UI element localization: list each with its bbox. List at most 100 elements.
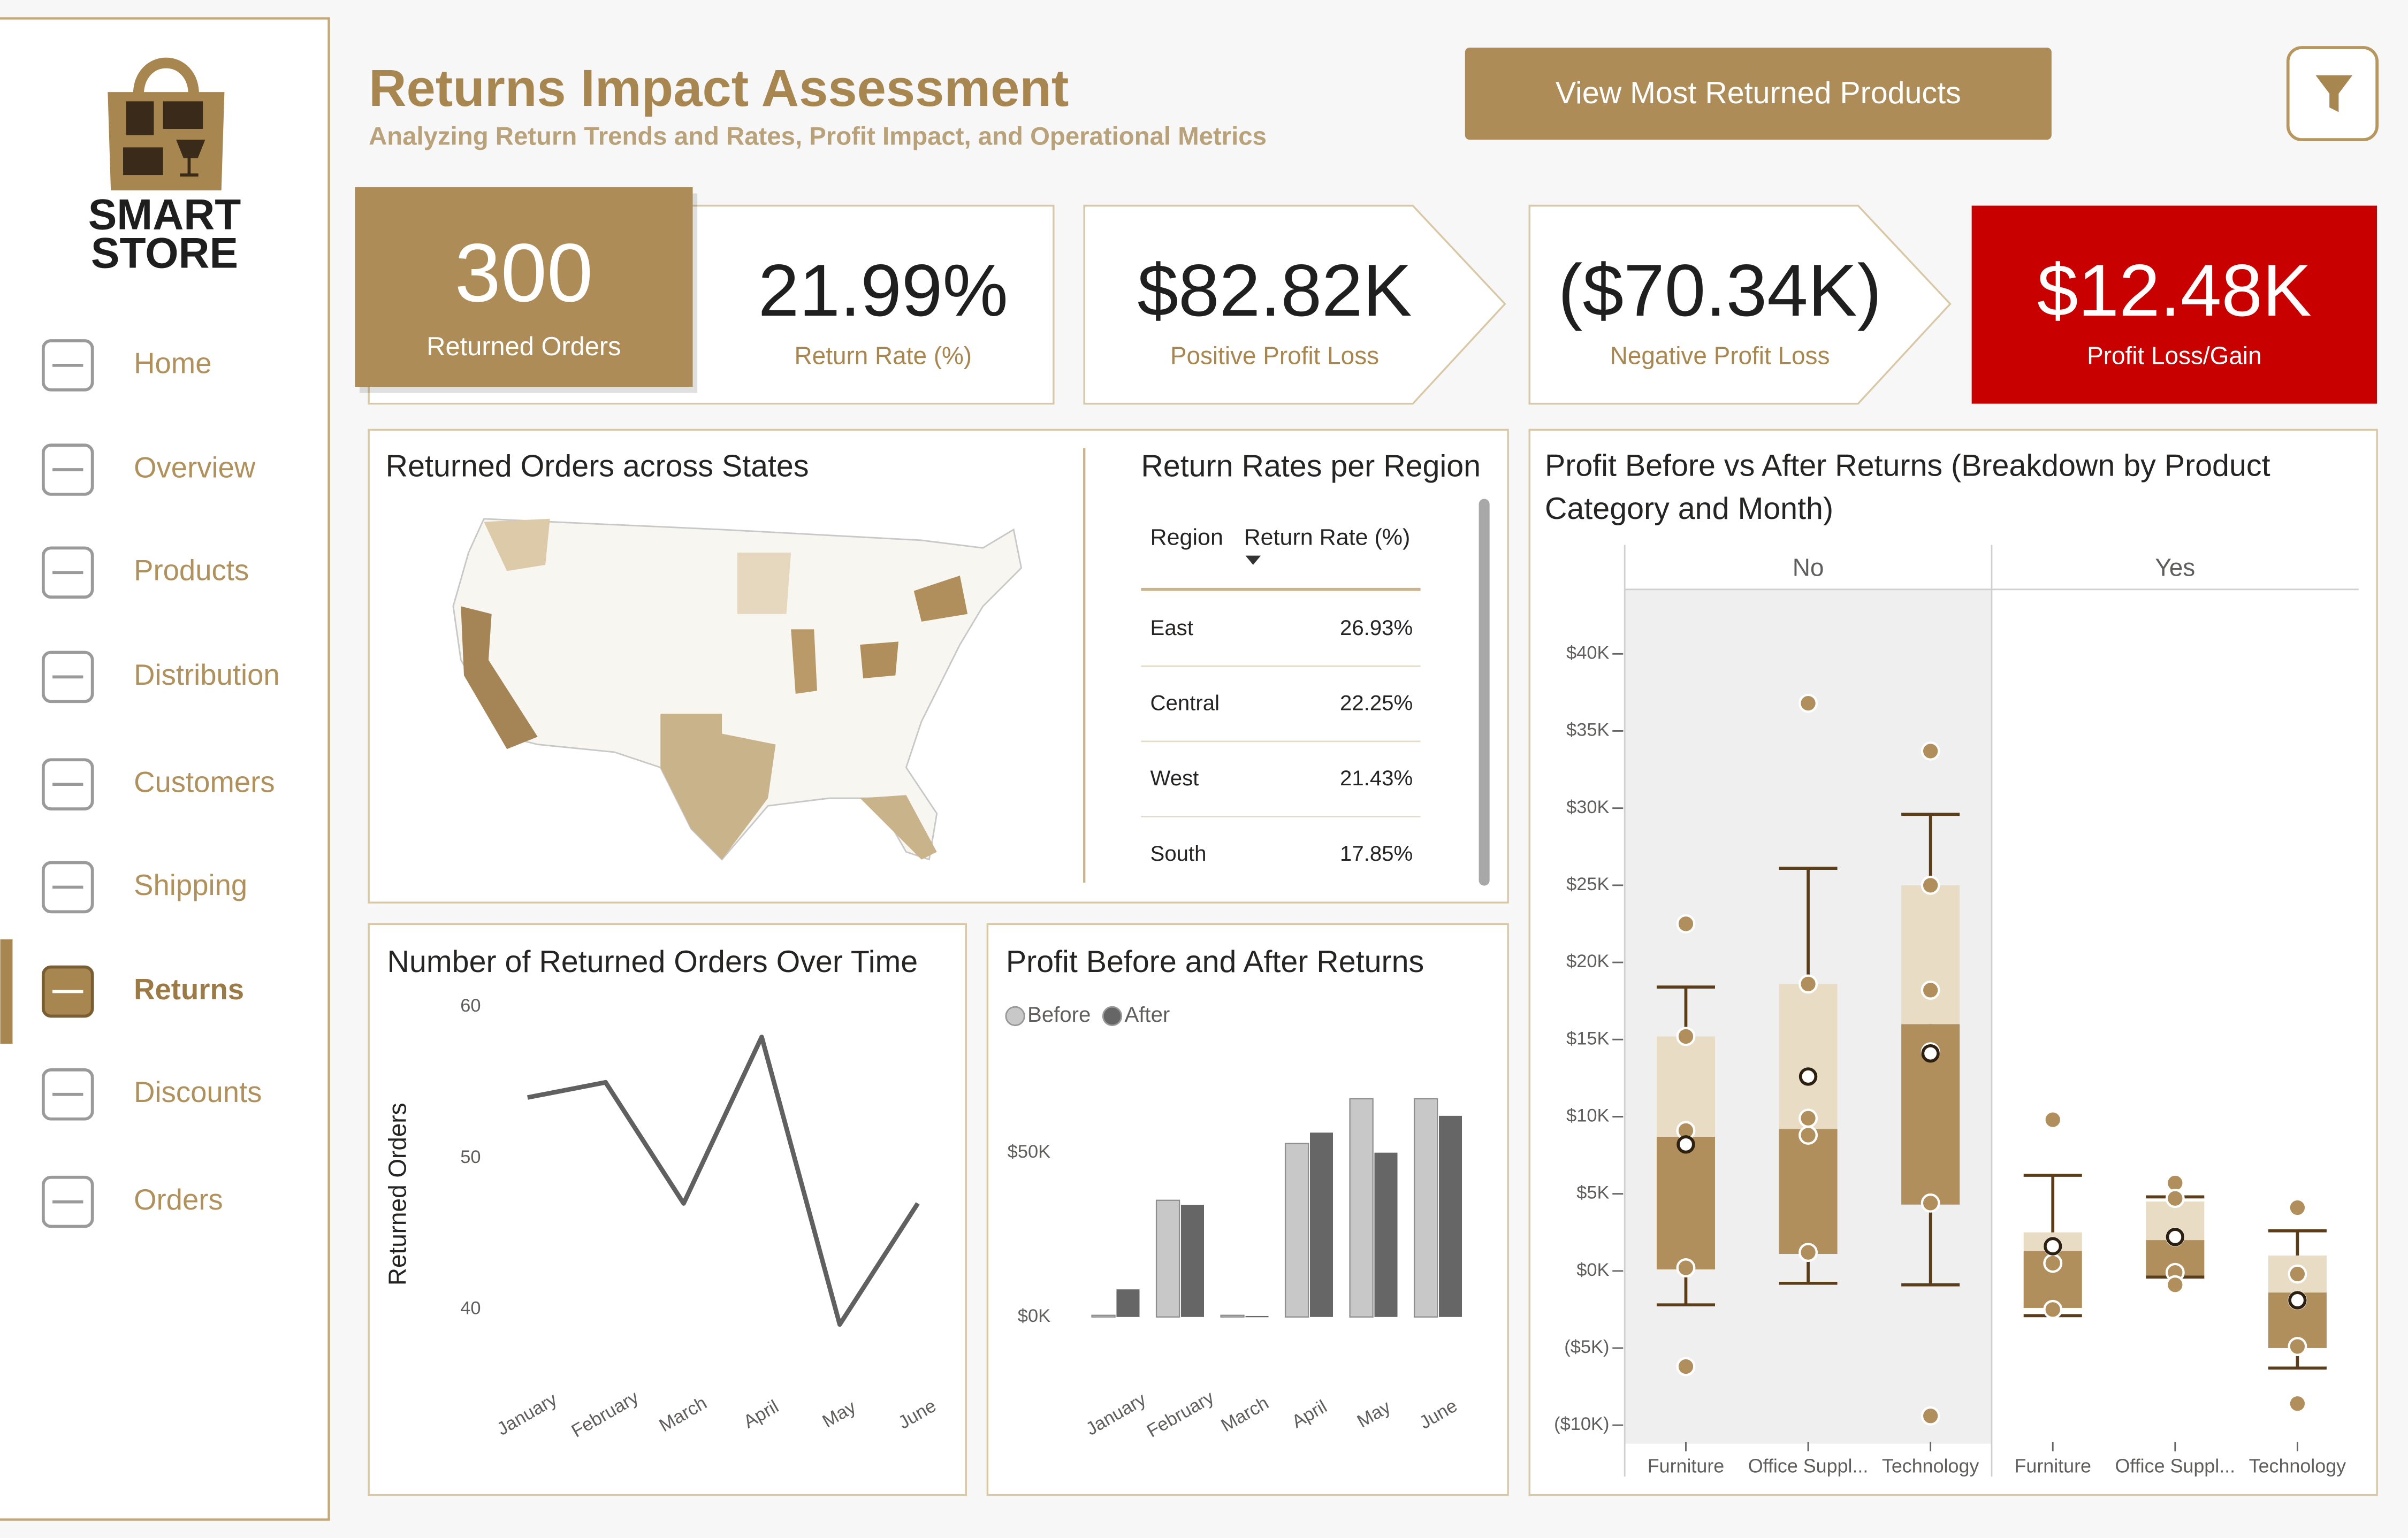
legend-label: After — [1124, 1003, 1170, 1027]
bar — [1349, 1098, 1374, 1318]
state — [860, 795, 937, 860]
map-title: Returned Orders across States — [386, 449, 809, 483]
kpi-card — [1528, 204, 1952, 405]
chart-title: Number of Returned Orders Over Time — [387, 945, 918, 979]
nav-icon[interactable] — [41, 651, 94, 703]
data-point — [1921, 741, 1940, 761]
nav-icon[interactable] — [41, 1175, 94, 1228]
data-point — [1799, 1126, 1818, 1145]
active-indicator — [0, 939, 13, 1044]
table-cell: 21.43% — [1340, 766, 1413, 790]
y-tick-label: $5K — [1576, 1183, 1609, 1203]
nav-icon[interactable] — [41, 758, 94, 810]
column-header: Return Rate (%) — [1244, 524, 1411, 550]
button-bg[interactable] — [1465, 47, 2052, 140]
legend-label: Before — [1027, 1003, 1091, 1027]
table-title: Return Rates per Region — [1141, 449, 1481, 483]
data-point — [2043, 1299, 2063, 1319]
nav-item[interactable]: Orders — [134, 1183, 223, 1216]
box-lower — [1656, 1136, 1715, 1269]
nav-item[interactable]: Discounts — [134, 1076, 262, 1108]
button-label[interactable]: View Most Returned Products — [1556, 76, 1961, 110]
chart-title: Profit Before and After Returns — [1006, 945, 1424, 979]
table: Region Return Rate (%) East 26.93% Central 22… — [1141, 524, 1421, 866]
data-point — [1921, 875, 1940, 895]
data-point — [2288, 1394, 2307, 1413]
page-title: Returns Impact Assessment — [369, 59, 1069, 117]
logo-tv — [163, 101, 203, 129]
table-cell: East — [1150, 616, 1193, 640]
y-tick-label: $25K — [1566, 874, 1609, 894]
table-cell: 22.25% — [1340, 691, 1413, 715]
logo-lamp — [176, 140, 205, 177]
mean-marker — [2288, 1291, 2307, 1310]
logo-chair — [126, 101, 154, 135]
legend-swatch — [1102, 1006, 1123, 1027]
nav-item[interactable]: Home — [134, 347, 211, 379]
box-upper — [1656, 1036, 1715, 1137]
bar — [1245, 1315, 1269, 1318]
panel — [368, 923, 967, 1496]
data-point — [2165, 1275, 2185, 1295]
data-point — [2288, 1337, 2307, 1356]
filter-icon[interactable] — [2315, 75, 2353, 112]
nav-icon[interactable] — [41, 443, 94, 496]
scrollbar[interactable] — [1479, 499, 1490, 886]
data-point — [2043, 1110, 2063, 1130]
nav-item[interactable]: Distribution — [134, 659, 280, 691]
y-tick-label: $35K — [1566, 720, 1609, 740]
nav-item[interactable]: Shipping — [134, 869, 247, 901]
nav-item[interactable]: Customers — [134, 766, 275, 799]
nav-menu: Home Overview Products Distribution Customer… — [0, 339, 280, 1228]
kpi-card — [355, 187, 693, 387]
table-cell: 26.93% — [1340, 616, 1413, 640]
data-point — [2288, 1264, 2307, 1284]
state — [860, 641, 899, 679]
y-tick-label: 40 — [460, 1298, 481, 1319]
nav-item[interactable]: Products — [134, 554, 249, 587]
data-point — [1799, 974, 1818, 994]
kpi-label: Positive Profit Loss — [1170, 342, 1379, 370]
nav-item[interactable]: Returns — [134, 973, 244, 1006]
axis-title: Returned Orders — [384, 1103, 412, 1286]
kpi-label: Profit Loss/Gain — [2087, 342, 2261, 370]
table-cell: West — [1150, 766, 1199, 790]
nav-icon[interactable] — [41, 339, 94, 392]
box-upper — [1901, 885, 1960, 1024]
button[interactable]: View Most Returned Products — [1465, 47, 2052, 140]
y-tick-label: $10K — [1566, 1105, 1609, 1126]
nav-icon[interactable] — [41, 1068, 94, 1121]
y-tick-label: $30K — [1566, 797, 1609, 817]
x-tick-label: Office Suppl... — [2115, 1455, 2236, 1476]
bar — [1438, 1115, 1462, 1317]
sort-arrow[interactable] — [1245, 555, 1261, 565]
bar — [1309, 1133, 1333, 1317]
nav-item[interactable]: Overview — [134, 451, 256, 484]
y-tick-label: $0K — [1018, 1306, 1050, 1326]
data-point — [1676, 914, 1696, 933]
logo-text: STORE — [91, 229, 238, 277]
bar — [1180, 1205, 1204, 1317]
y-tick-label: 50 — [460, 1147, 481, 1167]
y-tick-label: $0K — [1576, 1260, 1609, 1280]
y-tick-label: ($5K) — [1564, 1337, 1609, 1357]
kpi-value: 300 — [455, 226, 593, 319]
data-point — [1921, 1193, 1940, 1213]
data-point — [2165, 1189, 2185, 1208]
mean-marker — [1677, 1135, 1695, 1154]
y-tick-label: $50K — [1008, 1142, 1050, 1162]
data-point — [1676, 1258, 1696, 1277]
mean-marker — [1921, 1044, 1940, 1063]
nav-icon[interactable] — [41, 861, 94, 914]
data-point — [1799, 693, 1818, 713]
logo-sofa — [123, 147, 163, 175]
kpi-value: $12.48K — [2037, 249, 2312, 332]
box-lower — [1779, 1129, 1838, 1254]
kpi-card — [1971, 205, 2377, 404]
nav-icon[interactable] — [41, 546, 94, 599]
facet-label: Yes — [2155, 554, 2195, 581]
filter-button[interactable] — [2286, 46, 2379, 141]
data-point — [1676, 1027, 1696, 1046]
bar — [1155, 1199, 1180, 1318]
